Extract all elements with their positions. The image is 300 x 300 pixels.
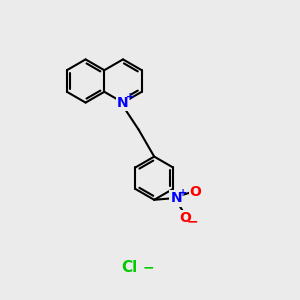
Text: +: + bbox=[125, 92, 134, 102]
Text: N: N bbox=[171, 191, 182, 205]
Text: Cl: Cl bbox=[121, 260, 137, 274]
Text: −: − bbox=[187, 214, 198, 228]
Text: +: + bbox=[179, 188, 188, 198]
Text: O: O bbox=[179, 211, 191, 225]
Text: N: N bbox=[117, 96, 129, 110]
Text: O: O bbox=[189, 185, 201, 199]
Text: −: − bbox=[143, 260, 154, 274]
